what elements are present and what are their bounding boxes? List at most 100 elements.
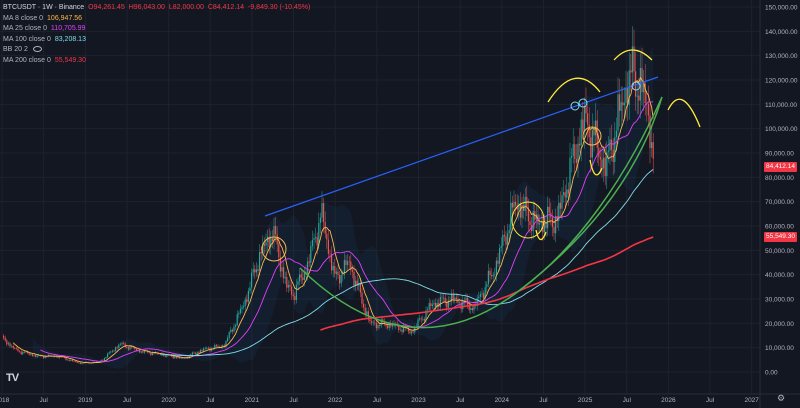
teal-circle-drawing [570,101,580,111]
candle-body [65,357,67,360]
time-tick-label: Jul [456,397,465,404]
candle-body [507,233,509,245]
candle-body [468,304,470,310]
time-tick-label: Jul [206,397,215,404]
ma25-line [40,101,654,363]
candle-body [331,253,333,271]
candle-body [121,343,123,345]
candle-body [113,350,115,352]
indicator-value: 55,549.30 [54,56,86,64]
gear-icon[interactable]: ⚙ [777,393,786,403]
candle-body [323,203,325,222]
candle-body [102,360,104,361]
candle-body [201,349,203,351]
indicator-row-ma200[interactable]: MA 200 close 0 55,549.30 [3,56,310,67]
candle-body [228,332,230,338]
candle-body [334,266,336,274]
candle-body [502,234,504,246]
indicator-label: BB 20 2 [3,46,28,53]
candle-body [319,217,321,223]
indicator-row-ma100[interactable]: MA 100 close 0 83,208.13 [3,35,310,46]
candle-body [492,274,494,277]
candle-body [558,202,560,221]
ma8-line [12,76,654,364]
candle-body [452,293,454,300]
candle-body [316,237,318,246]
symbol-label[interactable]: BTCUSDT [3,4,36,11]
candle-body [574,144,576,159]
candle-body [308,261,310,263]
low-value: L82,000.00 [168,4,204,11]
candle-body [289,285,291,287]
candle-body [420,318,422,320]
candle-body [625,87,627,103]
candle-body [460,302,462,309]
candle-body [244,299,246,307]
time-tick-label: 2021 [245,397,260,404]
eye-icon[interactable] [32,46,42,53]
candle-body [19,350,21,352]
candle-body [252,269,254,273]
candle-body [495,260,497,275]
candle-body [83,362,85,364]
candle-body [340,275,342,284]
candle-body [318,222,320,246]
candle-body [103,358,105,361]
candle-body [20,351,22,355]
candle-body [519,203,521,218]
candle-body [494,274,496,276]
candle-body [622,102,624,106]
price-tick-label: 140,000.00 [765,29,798,36]
indicator-row-ma25[interactable]: MA 25 close 0 110,705.99 [3,24,310,35]
candle-body [297,281,299,285]
candle-body [382,319,384,322]
candle-body [302,277,304,280]
candle-body [411,331,413,334]
interval-label[interactable]: 1W [42,4,53,11]
candle-body [79,362,81,364]
candle-body [179,356,181,359]
candle-body [73,360,75,362]
candle-body [159,353,161,355]
time-tick-label: Jul [39,397,48,404]
candle-body [497,260,499,264]
candle-body [455,297,457,300]
tradingview-logo-icon[interactable]: TV [6,372,19,384]
candle-body [275,225,277,235]
indicator-row-ma8[interactable]: MA 8 close 0 106,947.56 [3,14,310,25]
candle-body [385,323,387,326]
candle-body [604,157,606,177]
candle-body [238,313,240,315]
candle-body [391,323,393,327]
candle-body [300,274,302,278]
candle-body [499,248,501,264]
candle-body [651,142,653,149]
candle-body [235,325,237,327]
candle-body [470,308,472,310]
candle-body [387,325,389,328]
candle-body [211,348,213,351]
candle-body [14,348,16,349]
bb-fill [32,44,654,369]
candle-body [643,83,645,93]
candle-body [623,102,625,106]
candle-body [142,351,144,353]
indicator-row-bb[interactable]: BB 20 2 [3,45,310,56]
candle-body [436,303,438,307]
candle-body [315,237,317,239]
candle-body [505,236,507,245]
candle-body [356,280,358,286]
candle-body [441,297,443,298]
bollinger-band [32,44,654,369]
candle-body [590,137,592,158]
candle-body [190,354,192,356]
candle-body [403,325,405,333]
candle-body [100,360,102,362]
candle-body [163,355,165,356]
candle-body [431,304,433,307]
candle-body [131,346,133,348]
candle-body [564,192,566,198]
candle-body [27,351,29,353]
candle-body [43,355,45,358]
